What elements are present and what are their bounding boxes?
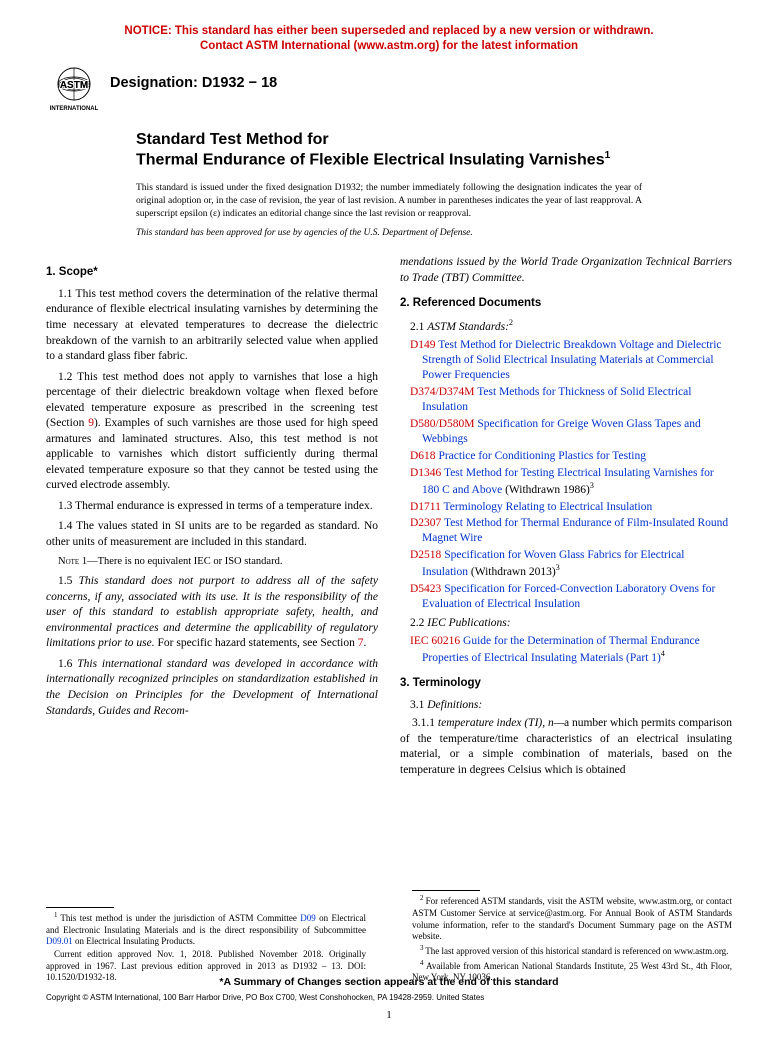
notice-line1: NOTICE: This standard has either been su… <box>124 25 653 37</box>
issuance-note: This standard is issued under the fixed … <box>136 182 642 220</box>
dod-approval-note: This standard has been approved for use … <box>136 227 642 240</box>
notice-banner: NOTICE: This standard has either been su… <box>46 24 732 54</box>
changes-line: *A Summary of Changes section appears at… <box>46 975 732 989</box>
iec-ref[interactable]: IEC 60216 Guide for the Determination of… <box>400 634 732 666</box>
page-number: 1 <box>46 1008 732 1023</box>
astm-ref-item[interactable]: D374/D374M Test Methods for Thickness of… <box>400 385 732 415</box>
astm-logo: ASTM ASTM INTERNATIONAL <box>46 64 102 116</box>
sub-2-2: 2.2 IEC Publications: <box>410 616 732 632</box>
left-footnotes: 1 This test method is under the jurisdic… <box>46 899 366 985</box>
astm-ref-item[interactable]: D149 Test Method for Dielectric Breakdow… <box>400 338 732 383</box>
astm-ref-item[interactable]: D2518 Specification for Woven Glass Fabr… <box>400 548 732 580</box>
header: ASTM ASTM INTERNATIONAL Designation: D19… <box>46 64 732 116</box>
para-3-1-1: 3.1.1 temperature index (TI), n—a number… <box>400 716 732 778</box>
section-2-head: 2. Referenced Documents <box>400 296 732 312</box>
footnote-rule-left <box>46 907 114 908</box>
sub-3-1: 3.1 Definitions: <box>410 698 732 714</box>
sub-2-1: 2.1 ASTM Standards:2 <box>410 318 732 335</box>
astm-ref-item[interactable]: D1346 Test Method for Testing Electrical… <box>400 466 732 498</box>
note-1: Note 1—There is no equivalent IEC or ISO… <box>46 555 378 569</box>
notice-line2: Contact ASTM International (www.astm.org… <box>200 40 578 52</box>
astm-ref-item[interactable]: D5423 Specification for Forced-Convectio… <box>400 582 732 612</box>
standard-title: Standard Test Method for Thermal Enduran… <box>136 130 712 170</box>
footnote-1: 1 This test method is under the jurisdic… <box>46 911 366 948</box>
para-1-6-a: 1.6 This international standard was deve… <box>46 657 378 719</box>
page-footer: *A Summary of Changes section appears at… <box>46 975 732 1023</box>
logo-text: INTERNATIONAL <box>50 106 99 112</box>
footnote-3: 3 The last approved version of this hist… <box>412 944 732 958</box>
astm-ref-item[interactable]: D1711 Terminology Relating to Electrical… <box>400 500 732 515</box>
designation: Designation: D1932 − 18 <box>110 74 277 94</box>
title-sup: 1 <box>605 150 611 161</box>
two-column-body: 1. Scope* 1.1 This test method covers th… <box>46 255 732 783</box>
footnote-2: 2 For referenced ASTM standards, visit t… <box>412 894 732 943</box>
para-1-3: 1.3 Thermal endurance is expressed in te… <box>46 499 378 515</box>
para-1-5: 1.5 This standard does not purport to ad… <box>46 574 378 652</box>
left-column: 1. Scope* 1.1 This test method covers th… <box>46 255 378 783</box>
para-1-2: 1.2 This test method does not apply to v… <box>46 370 378 494</box>
committee-d09-link[interactable]: D09 <box>300 913 316 923</box>
astm-ref-item[interactable]: D2307 Test Method for Thermal Endurance … <box>400 516 732 546</box>
astm-ref-item[interactable]: D580/D580M Specification for Greige Wove… <box>400 417 732 447</box>
svg-text:ASTM: ASTM <box>60 80 88 91</box>
copyright-line: Copyright © ASTM International, 100 Barr… <box>46 993 732 1004</box>
section-1-head: 1. Scope* <box>46 265 378 281</box>
astm-ref-item[interactable]: D618 Practice for Conditioning Plastics … <box>400 449 732 464</box>
para-1-6-b: mendations issued by the World Trade Org… <box>400 255 732 286</box>
right-column: mendations issued by the World Trade Org… <box>400 255 732 783</box>
footnote-rule-right <box>412 890 480 891</box>
right-footnotes: 2 For referenced ASTM standards, visit t… <box>412 882 732 985</box>
para-1-1: 1.1 This test method covers the determin… <box>46 287 378 365</box>
astm-refs-list: D149 Test Method for Dielectric Breakdow… <box>400 338 732 612</box>
section-3-head: 3. Terminology <box>400 676 732 692</box>
title-line2: Thermal Endurance of Flexible Electrical… <box>136 151 605 168</box>
title-line1: Standard Test Method for <box>136 131 329 148</box>
para-1-4: 1.4 The values stated in SI units are to… <box>46 519 378 550</box>
subcommittee-d0901-link[interactable]: D09.01 <box>46 936 73 946</box>
